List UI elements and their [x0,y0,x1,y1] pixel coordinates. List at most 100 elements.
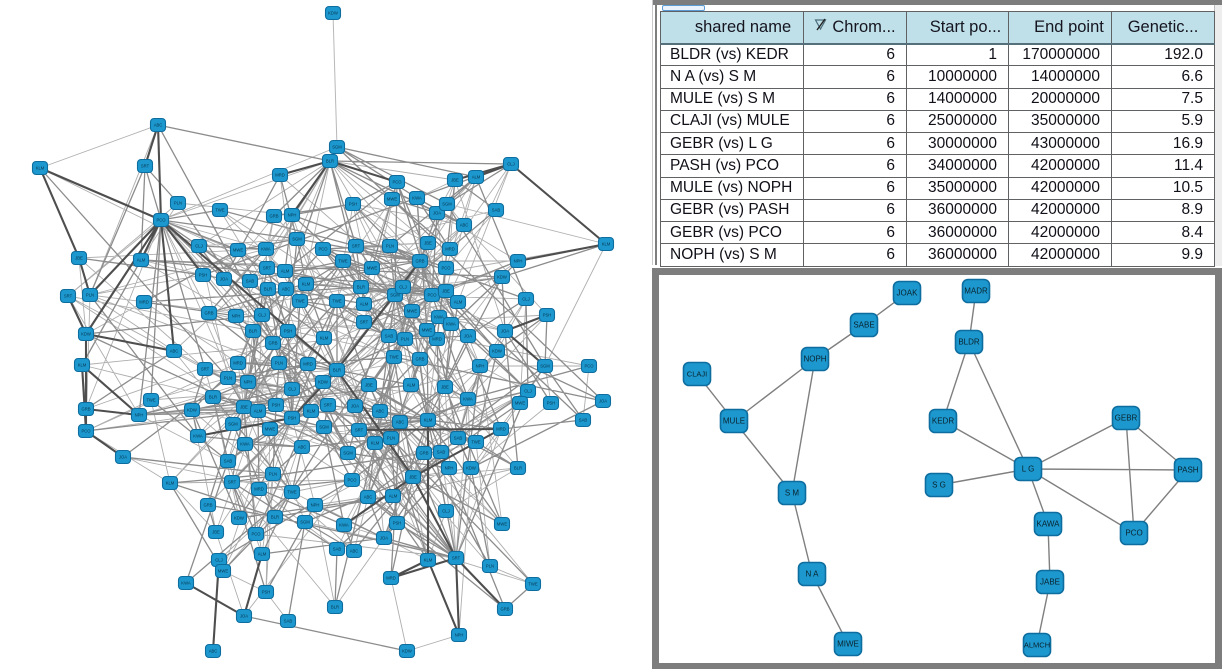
svg-text:ABC: ABC [460,223,469,228]
svg-text:KWA: KWA [463,397,473,402]
svg-text:MRD: MRD [254,487,264,492]
svg-text:KDW: KDW [402,649,412,654]
svg-text:ABC: ABC [298,445,307,450]
svg-text:TWE: TWE [295,299,305,304]
svg-text:NPH: NPH [455,633,464,638]
svg-text:GRB: GRB [268,341,277,346]
svg-text:KDW: KDW [492,349,502,354]
svg-text:SGM: SGM [228,422,238,427]
svg-text:BLR: BLR [326,159,334,164]
svg-text:GRB: GRB [81,407,90,412]
svg-text:TWE: TWE [287,490,297,495]
svg-text:NPH: NPH [135,413,144,418]
svg-text:NOPH: NOPH [803,355,826,364]
svg-text:ALM: ALM [360,302,369,307]
svg-text:SAB: SAB [437,450,446,455]
svg-text:PCO: PCO [81,429,91,434]
svg-text:SAB: SAB [246,279,255,284]
svg-text:BLR: BLR [357,285,365,290]
svg-text:PCO: PCO [318,247,328,252]
svg-text:ALM: ALM [407,383,416,388]
svg-text:KLM: KLM [302,282,311,287]
svg-text:JOA: JOA [119,455,127,460]
svg-text:ALM: ALM [258,552,267,557]
svg-text:PSH: PSH [284,329,293,334]
svg-text:GRB: GRB [500,607,509,612]
svg-text:JBE: JBE [365,383,373,388]
svg-text:SGM: SGM [300,520,310,525]
svg-text:MRD: MRD [233,361,243,366]
svg-text:ALM: ALM [254,409,263,414]
svg-text:CLJ: CLJ [195,244,202,249]
svg-text:MRD: MRD [386,576,396,581]
svg-text:MWE: MWE [265,427,275,432]
svg-text:GEBR: GEBR [1115,414,1138,423]
svg-text:JBE: JBE [240,405,248,410]
svg-text:PSH: PSH [543,313,552,318]
svg-text:JBE: JBE [424,241,432,246]
svg-text:GRB: GRB [269,214,278,219]
svg-text:BLR: BLR [333,368,341,373]
svg-text:ALM: ALM [389,494,398,499]
svg-text:SRT: SRT [141,164,150,169]
svg-text:KWA: KWA [339,523,349,528]
svg-text:MRD: MRD [303,362,313,367]
svg-text:SRT: SRT [64,294,73,299]
svg-text:KDW: KDW [318,380,328,385]
svg-text:KLM: KLM [371,441,380,446]
svg-text:MRD: MRD [275,173,285,178]
svg-text:MWE: MWE [497,522,507,527]
svg-text:CLJ: CLJ [258,313,265,318]
svg-text:BLR: BLR [209,395,217,400]
svg-text:JOAK: JOAK [897,289,919,298]
svg-text:PCO: PCO [584,364,594,369]
svg-text:PLN: PLN [386,244,394,249]
svg-text:KLM: KLM [78,363,87,368]
svg-text:N A: N A [806,570,820,579]
svg-text:BLR: BLR [331,605,339,610]
svg-text:MRD: MRD [445,247,455,252]
svg-text:KDW: KDW [466,466,476,471]
svg-text:CLJ: CLJ [399,285,406,290]
svg-text:SRT: SRT [452,556,461,561]
svg-text:TWE: TWE [338,259,348,264]
svg-text:SGM: SGM [343,451,353,456]
svg-text:PCO: PCO [441,266,451,271]
svg-text:JABE: JABE [1040,578,1060,587]
svg-text:NPH: NPH [232,314,241,319]
svg-text:ALM: ALM [472,175,481,180]
svg-text:MIWE: MIWE [837,640,859,649]
svg-text:PSH: PSH [272,403,281,408]
svg-text:PSH: PSH [547,401,556,406]
svg-text:PLN: PLN [401,337,409,342]
svg-text:KDW: KDW [81,332,91,337]
svg-text:KLM: KLM [424,418,433,423]
svg-text:NPH: NPH [445,466,454,471]
svg-text:SRT: SRT [324,403,333,408]
svg-text:PLN: PLN [174,201,182,206]
svg-text:SGM: SGM [390,293,400,298]
svg-text:KWA: KWA [261,247,271,252]
svg-text:MWE: MWE [218,569,228,574]
svg-text:JOA: JOA [433,211,441,216]
svg-text:CLJ: CLJ [215,558,222,563]
svg-text:KDW: KDW [187,408,197,413]
svg-text:CLJ: CLJ [442,509,449,514]
svg-text:MWE: MWE [387,197,397,202]
svg-text:KLM: KLM [36,166,45,171]
svg-text:KEDR: KEDR [932,417,954,426]
svg-text:KDW: KDW [328,11,338,16]
svg-text:JOA: JOA [464,334,472,339]
svg-text:ABC: ABC [209,649,218,654]
svg-text:SAB: SAB [224,459,233,464]
svg-text:SAB: SAB [579,418,588,423]
svg-text:SAB: SAB [454,436,463,441]
svg-text:BLR: BLR [249,329,257,334]
svg-text:JOA: JOA [501,329,509,334]
svg-text:NPH: NPH [476,364,485,369]
svg-text:PCO: PCO [347,478,357,483]
svg-text:KDW: KDW [497,275,507,280]
svg-text:SRT: SRT [360,320,369,325]
svg-text:PLN: PLN [269,472,277,477]
svg-text:JOA: JOA [351,404,359,409]
